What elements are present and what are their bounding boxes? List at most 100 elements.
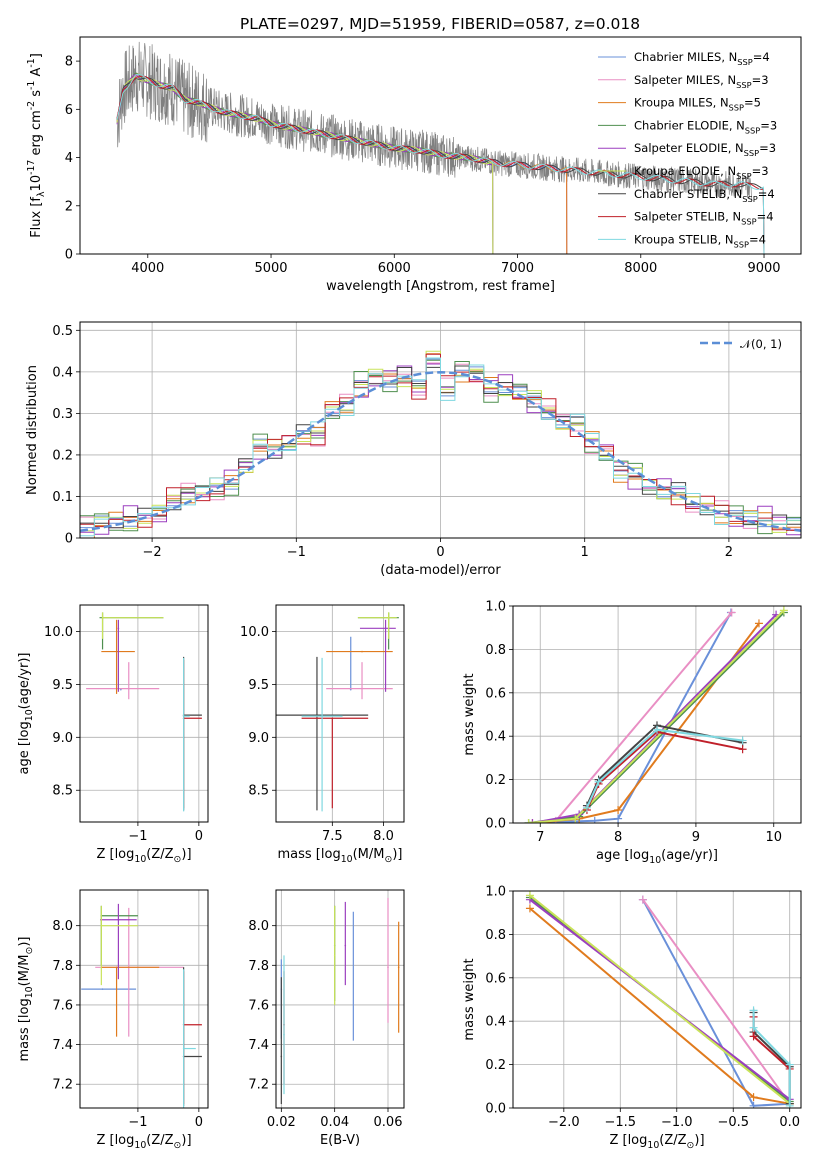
y-tick-label: 0.8: [485, 928, 506, 943]
x-tick-label: 0.04: [320, 1115, 349, 1130]
spectrum-model-line-4: [116, 74, 494, 254]
data-point: [117, 627, 120, 630]
label-span: Normed distribution: [25, 365, 40, 495]
label-span: E(B-V): [320, 1133, 360, 1148]
data-point: [316, 714, 318, 716]
data-point: [182, 1047, 185, 1050]
axes-mass-vs-Z: −1 07.27.47.67.88.0Z [log10(Z/Z⊙)]mass [l…: [17, 889, 209, 1151]
data-point: [280, 1055, 283, 1058]
y-tick-label: 7.6: [248, 998, 269, 1013]
plus-marker: [749, 1032, 758, 1041]
weight-line-3: [528, 611, 785, 823]
weight-line-4: [532, 613, 777, 823]
label-span: -1: [26, 81, 37, 90]
x-tick-label: 8: [614, 830, 622, 845]
spectrum-model-line-7: [116, 75, 765, 254]
plot-area: [524, 606, 788, 823]
label-span: (Z/Z: [659, 1133, 686, 1148]
data-point: [387, 616, 390, 619]
x-tick-label: −1.0: [661, 1115, 693, 1130]
data-point: [344, 944, 347, 947]
axes-frame: [275, 889, 405, 1109]
plus-marker: [785, 1101, 794, 1108]
label-span: Kroupa ELODIE, N: [634, 164, 736, 178]
figure-title: PLATE=0297, MJD=51959, FIBERID=0587, z=0…: [240, 15, 640, 33]
legend-label: 𝒩(0, 1): [740, 337, 782, 351]
label-span: Z [log: [96, 1133, 134, 1148]
y-tick-label: 0.0: [485, 817, 506, 832]
label-span: )]: [694, 1133, 704, 1148]
plus-marker: [528, 819, 537, 823]
axes-frame: [275, 604, 405, 823]
axes-frame: [79, 889, 209, 1109]
x-tick-label: 1: [581, 545, 589, 560]
plus-marker: [754, 619, 763, 628]
y-tick-label: 0.6: [485, 971, 506, 986]
y-axis-label: Flux [fλ10-17 erg cm-2 s-1 A-1]: [26, 53, 47, 238]
legend-label: Chabrier STELIB, NSSP=4: [634, 187, 775, 204]
data-point: [117, 918, 120, 921]
axes-frame: [512, 605, 802, 824]
y-tick-label: 7.8: [248, 959, 269, 974]
x-tick-label: 0.06: [374, 1115, 403, 1130]
data-point: [361, 650, 363, 653]
plus-marker: [582, 803, 591, 812]
legend-label: Salpeter STELIB, NSSP=4: [634, 210, 774, 227]
weight-line-1: [642, 899, 791, 1105]
label-span: Flux [f: [29, 197, 44, 238]
y-tick-label: 0.4: [52, 365, 73, 380]
y-tick-label: 8: [65, 55, 73, 70]
label-span: SSP: [734, 239, 749, 249]
plus-marker: [571, 814, 580, 823]
label-span: mass [log: [278, 847, 341, 862]
data-point: [101, 616, 104, 619]
y-tick-label: 6: [65, 103, 73, 118]
data-point: [331, 717, 334, 720]
label-span: =5: [744, 96, 761, 110]
plus-marker: [738, 736, 747, 745]
data-point: [397, 966, 400, 969]
plus-marker: [727, 608, 736, 617]
plot-area: [86, 612, 202, 812]
label-span: ⊙: [174, 854, 182, 865]
label-span: Chabrier STELIB, N: [634, 187, 742, 201]
data-point: [182, 715, 185, 717]
y-tick-label: 7.8: [52, 959, 73, 974]
y-tick-label: 7.4: [52, 1038, 73, 1053]
x-axis-label: (data-model)/error: [380, 563, 501, 578]
plus-marker: [525, 904, 534, 913]
label-span: 10: [649, 855, 661, 866]
label-span: (age/yr)]: [17, 653, 32, 710]
label-span: age [log: [17, 721, 32, 774]
label-span: 10: [24, 986, 35, 998]
data-point: [101, 988, 104, 990]
data-point: [127, 687, 130, 690]
legend-label: Kroupa MILES, NSSP=5: [634, 96, 761, 113]
y-tick-label: 9.5: [248, 678, 269, 693]
y-tick-label: 7.2: [52, 1078, 73, 1093]
y-tick-label: 1.0: [485, 885, 506, 900]
x-tick-label: 5000: [254, 261, 287, 276]
x-tick-label: −2.0: [548, 1115, 580, 1130]
weight-line-1: [555, 611, 733, 822]
y-tick-label: 0.2: [485, 773, 506, 788]
y-tick-label: 0.4: [485, 730, 506, 745]
plot-area: [81, 903, 202, 1108]
y-tick-label: 8.5: [248, 784, 269, 799]
label-span: 𝒩(0, 1): [740, 337, 782, 351]
label-span: =4: [757, 210, 774, 224]
legend-label: Kroupa ELODIE, NSSP=3: [634, 164, 769, 181]
label-span: )]: [17, 937, 32, 947]
plus-marker: [525, 891, 534, 900]
label-span: SSP: [745, 125, 760, 135]
legend-label: Chabrier ELODIE, NSSP=3: [634, 118, 777, 135]
legend-label: Salpeter MILES, NSSP=3: [634, 73, 769, 90]
weight-line-8: [752, 1010, 791, 1106]
y-axis-label: mass weight: [462, 673, 477, 755]
weight-line-8: [585, 728, 743, 809]
y-axis-label: age [log10(age/yr)]: [17, 653, 35, 775]
label-span: =3: [752, 164, 769, 178]
